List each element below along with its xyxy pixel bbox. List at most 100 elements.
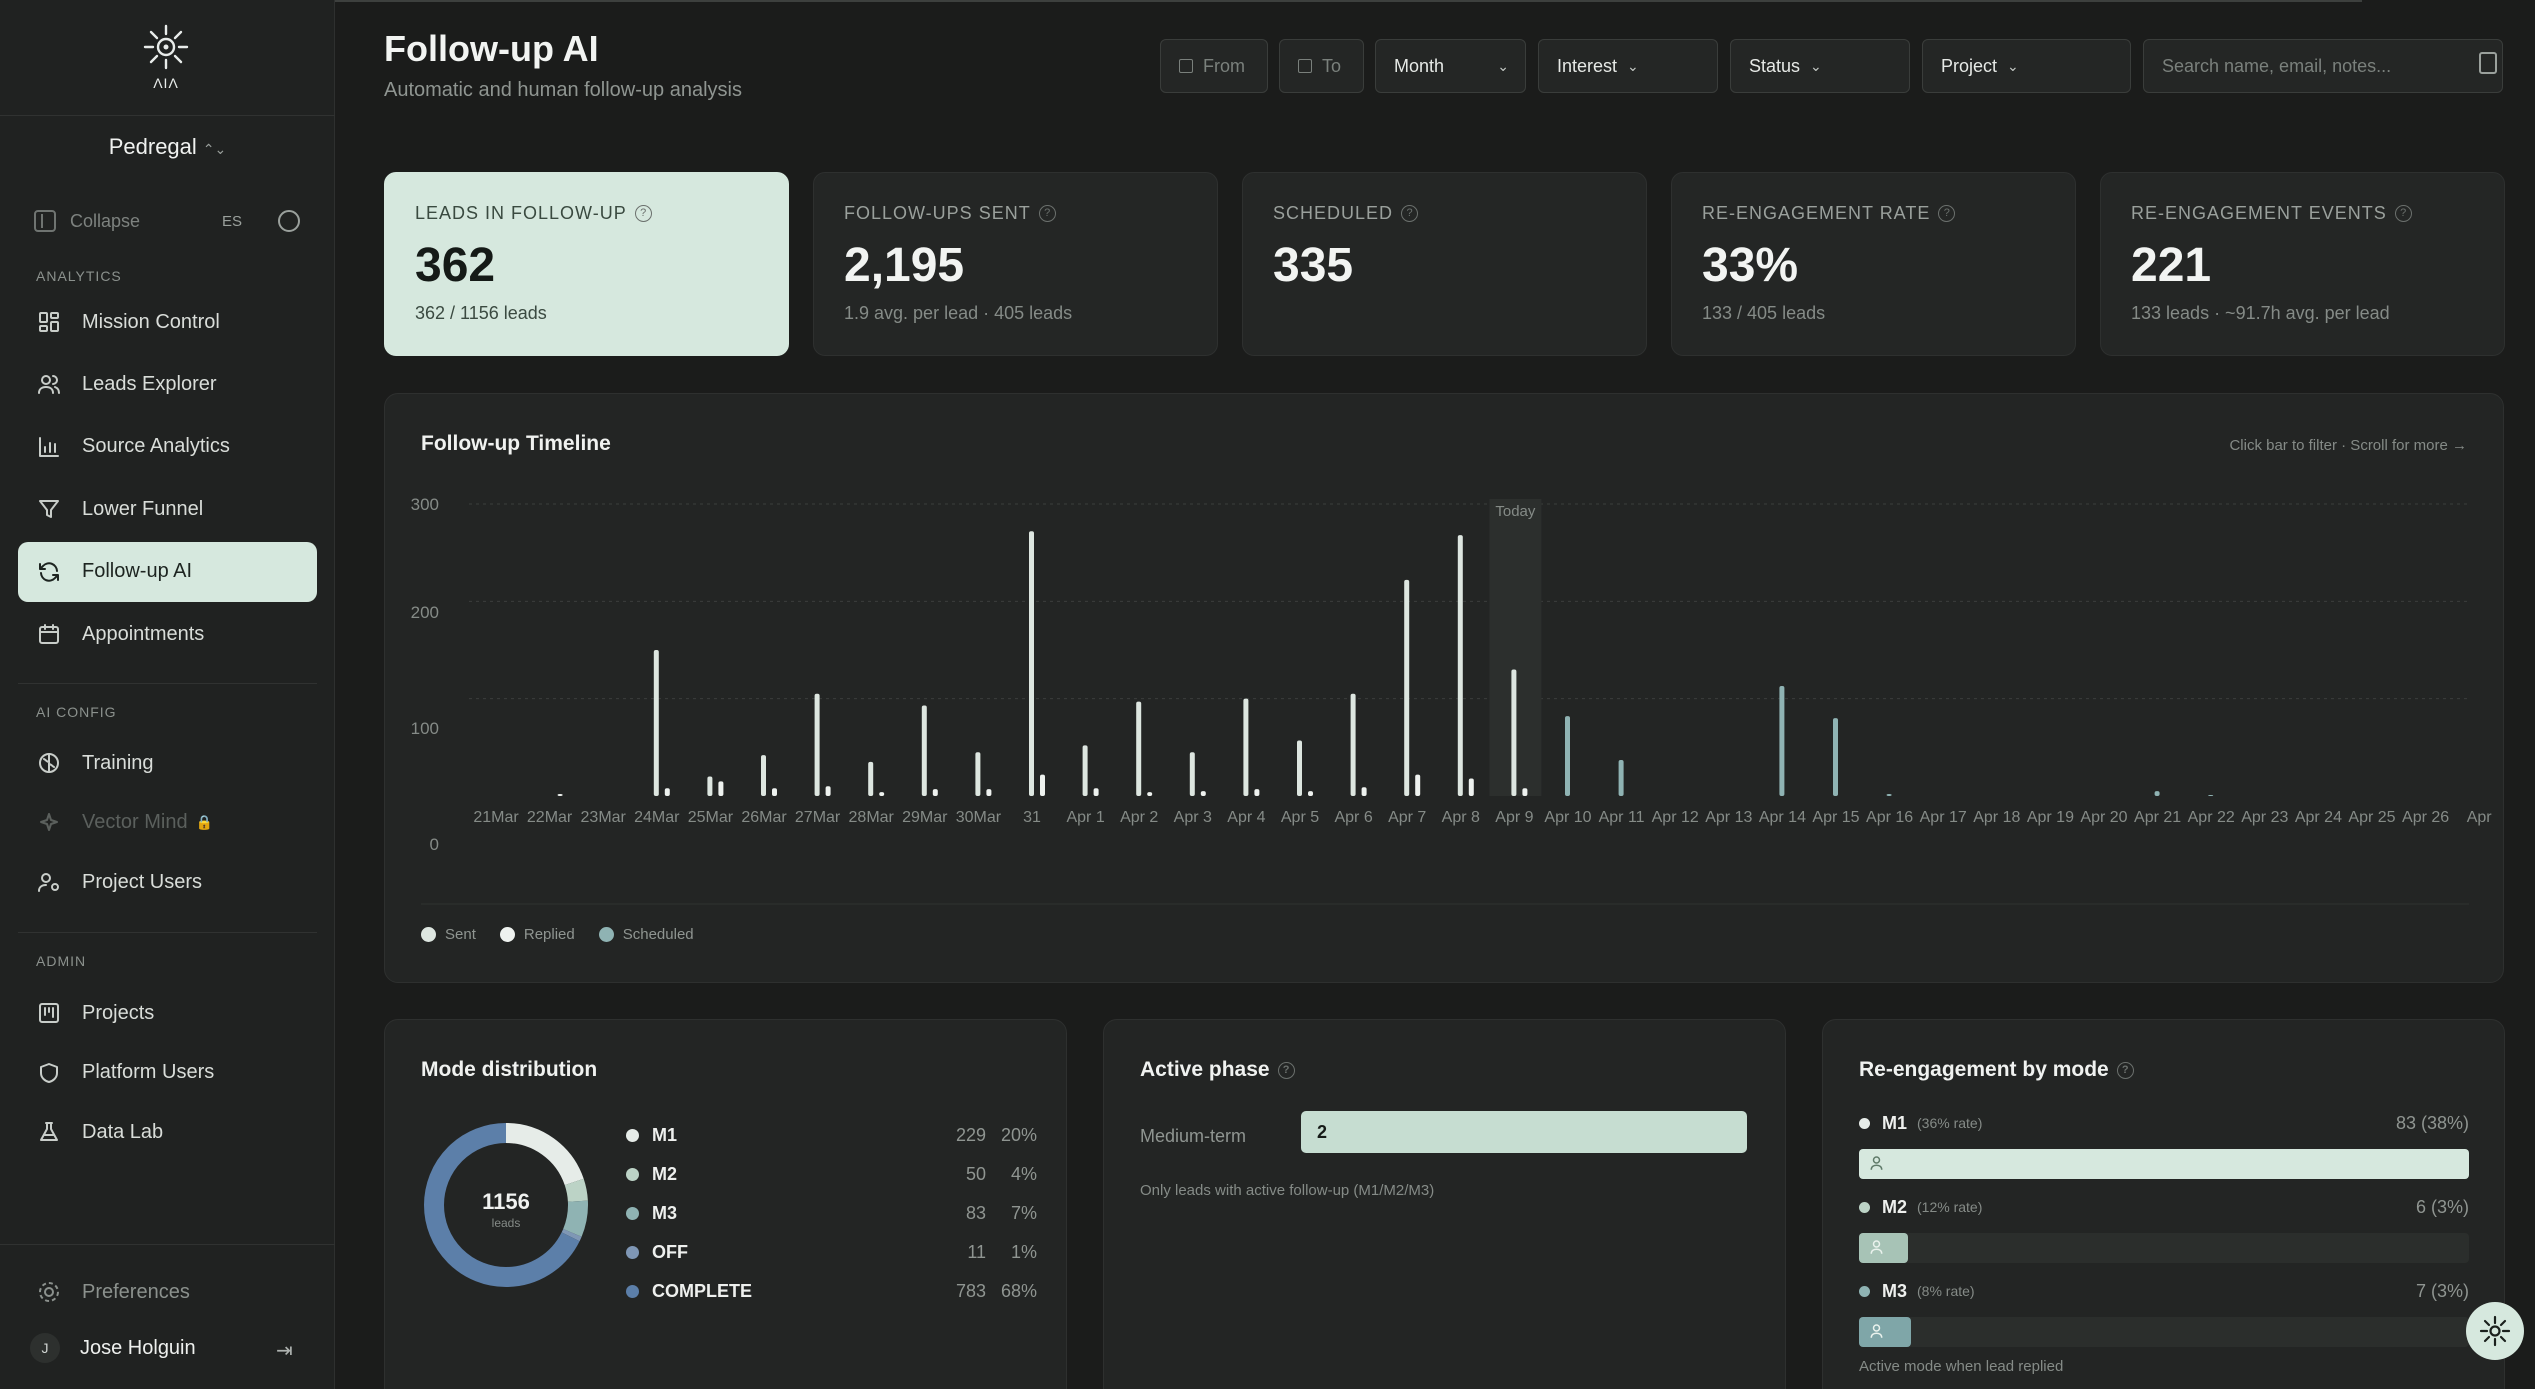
- sidebar-item-lower-funnel[interactable]: Lower Funnel: [18, 479, 317, 539]
- bar-scheduled[interactable]: [1618, 759, 1624, 796]
- bar-scheduled[interactable]: [2208, 795, 2214, 796]
- sidebar-item-source-analytics[interactable]: Source Analytics: [18, 417, 317, 477]
- bar-sent[interactable]: [1189, 752, 1195, 796]
- sidebar-item-platform-users[interactable]: Platform Users: [18, 1043, 317, 1103]
- help-icon[interactable]: ?: [634, 205, 652, 222]
- bar-replied[interactable]: [1040, 774, 1045, 796]
- project-filter[interactable]: Project ⌄: [1922, 39, 2131, 93]
- help-icon[interactable]: ?: [1938, 205, 1956, 222]
- mode-donut-chart[interactable]: 1156 leads: [421, 1120, 591, 1290]
- reengagement-row[interactable]: M1 (36% rate) 83 (38%): [1859, 1111, 2469, 1179]
- kpi-card[interactable]: FOLLOW-UPS SENT? 2,195 1.9 avg. per lead ·…: [813, 172, 1218, 356]
- theme-toggle-icon[interactable]: [278, 210, 300, 232]
- mode-row[interactable]: M2 50 4%: [626, 1162, 1037, 1186]
- mode-row[interactable]: M3 83 7%: [626, 1201, 1037, 1225]
- bar-sent[interactable]: [1297, 740, 1302, 796]
- bar-scheduled[interactable]: [1565, 716, 1570, 796]
- bar-replied[interactable]: [1254, 789, 1260, 796]
- collapse-button[interactable]: Collapse: [70, 210, 141, 231]
- bar-sent[interactable]: [761, 755, 766, 796]
- bar-sent[interactable]: [868, 761, 874, 796]
- mode-row[interactable]: M1 229 20%: [626, 1123, 1037, 1147]
- bar-scheduled[interactable]: [2154, 791, 2160, 796]
- bar-replied[interactable]: [1200, 791, 1206, 796]
- bar-sent[interactable]: [814, 693, 820, 796]
- date-from-button[interactable]: From: [1160, 39, 1268, 93]
- bar-replied[interactable]: [718, 781, 724, 796]
- legend-scheduled[interactable]: Scheduled: [598, 926, 694, 943]
- bar-sent[interactable]: [653, 650, 659, 796]
- kpi-card[interactable]: RE-ENGAGEMENT EVENTS? 221 133 leads · ~91.…: [2100, 172, 2505, 356]
- mode-row[interactable]: OFF 11 1%: [626, 1240, 1037, 1264]
- bar-replied[interactable]: [1468, 778, 1474, 796]
- user-profile[interactable]: J Jose Holguin: [30, 1333, 196, 1363]
- sidebar-item-leads-explorer[interactable]: Leads Explorer: [18, 354, 317, 414]
- search-input[interactable]: [2143, 39, 2503, 93]
- brand-logo-icon[interactable]: ΛIΛ: [138, 22, 194, 92]
- bar-replied[interactable]: [1415, 774, 1421, 796]
- reengagement-bar[interactable]: [1859, 1149, 2469, 1179]
- bar-scheduled[interactable]: [1833, 718, 1838, 796]
- bar-replied[interactable]: [986, 789, 992, 796]
- bar-replied[interactable]: [1308, 791, 1313, 796]
- bar-replied[interactable]: [1522, 788, 1528, 796]
- kpi-card[interactable]: LEADS IN FOLLOW-UP? 362 362 / 1156 leads: [384, 172, 789, 356]
- export-icon[interactable]: [2479, 52, 2497, 74]
- reengagement-bar[interactable]: [1859, 1317, 1911, 1347]
- bar-sent[interactable]: [921, 705, 927, 796]
- bar-replied[interactable]: [1093, 788, 1099, 796]
- bar-sent[interactable]: [1243, 698, 1249, 796]
- sidebar-item-data-lab[interactable]: Data Lab: [18, 1102, 317, 1162]
- help-icon[interactable]: ?: [2394, 205, 2412, 222]
- sidebar-item-training[interactable]: Training: [18, 733, 317, 793]
- sidebar-item-appointments[interactable]: Appointments: [18, 604, 317, 664]
- legend-sent[interactable]: Sent: [421, 926, 476, 943]
- help-icon[interactable]: ?: [1277, 1061, 1295, 1079]
- period-select[interactable]: Month ⌄: [1375, 39, 1526, 93]
- bar-sent[interactable]: [1029, 531, 1034, 796]
- bar-replied[interactable]: [825, 786, 831, 796]
- assistant-button[interactable]: [2466, 1302, 2524, 1360]
- collapse-icon[interactable]: [34, 210, 56, 232]
- help-icon[interactable]: ?: [2116, 1061, 2134, 1079]
- bar-replied[interactable]: [772, 788, 777, 796]
- kpi-card[interactable]: RE-ENGAGEMENT RATE? 33% 133 / 405 leads: [1671, 172, 2076, 356]
- help-icon[interactable]: ?: [1038, 205, 1056, 222]
- kpi-card[interactable]: SCHEDULED? 335: [1242, 172, 1647, 356]
- sidebar-item-projects[interactable]: Projects: [18, 983, 317, 1043]
- bar-replied[interactable]: [1147, 792, 1153, 796]
- status-filter[interactable]: Status ⌄: [1730, 39, 1910, 93]
- logout-icon[interactable]: ⇥: [276, 1340, 293, 1362]
- reengagement-row[interactable]: M2 (12% rate) 6 (3%): [1859, 1195, 2469, 1263]
- sidebar-item-mission-control[interactable]: Mission Control: [18, 292, 317, 352]
- bar-sent[interactable]: [1511, 669, 1517, 796]
- date-to-button[interactable]: To: [1279, 39, 1364, 93]
- bar-replied[interactable]: [557, 794, 563, 796]
- language-toggle[interactable]: ES: [222, 212, 243, 230]
- bar-sent[interactable]: [1404, 579, 1410, 796]
- bar-scheduled[interactable]: [1779, 686, 1785, 796]
- bar-sent[interactable]: [975, 752, 981, 796]
- interest-filter[interactable]: Interest ⌄: [1538, 39, 1718, 93]
- timeline-chart[interactable]: 300 200 100 0 Today 21Mar 22Mar 23Mar 24Mar 25Mar…: [385, 394, 2505, 914]
- reengagement-row[interactable]: M3 (8% rate) 7 (3%): [1859, 1279, 2469, 1347]
- bar-replied[interactable]: [664, 788, 670, 796]
- preferences-link[interactable]: Preferences: [18, 1262, 317, 1322]
- sidebar-item-project-users[interactable]: Project Users: [18, 852, 317, 912]
- reengagement-bar[interactable]: [1859, 1233, 1908, 1263]
- bar-replied[interactable]: [879, 792, 885, 796]
- active-phase-bar[interactable]: 2: [1301, 1111, 1747, 1153]
- bar-sent[interactable]: [707, 776, 713, 796]
- mode-row[interactable]: COMPLETE 783 68%: [626, 1279, 1037, 1303]
- bar-sent[interactable]: [1457, 535, 1463, 796]
- bar-replied[interactable]: [932, 789, 938, 796]
- donut-slice-complete[interactable]: [424, 1123, 588, 1287]
- bar-sent[interactable]: [1350, 693, 1356, 796]
- legend-replied[interactable]: Replied: [499, 926, 575, 943]
- bar-sent[interactable]: [1082, 745, 1088, 796]
- sidebar-item-follow-up-ai[interactable]: Follow-up AI: [18, 541, 317, 602]
- bar-replied[interactable]: [1361, 787, 1367, 796]
- org-switcher[interactable]: Pedregal ⌃⌄: [0, 134, 335, 160]
- donut-slice-m3[interactable]: [424, 1123, 588, 1287]
- help-icon[interactable]: ?: [1401, 205, 1419, 222]
